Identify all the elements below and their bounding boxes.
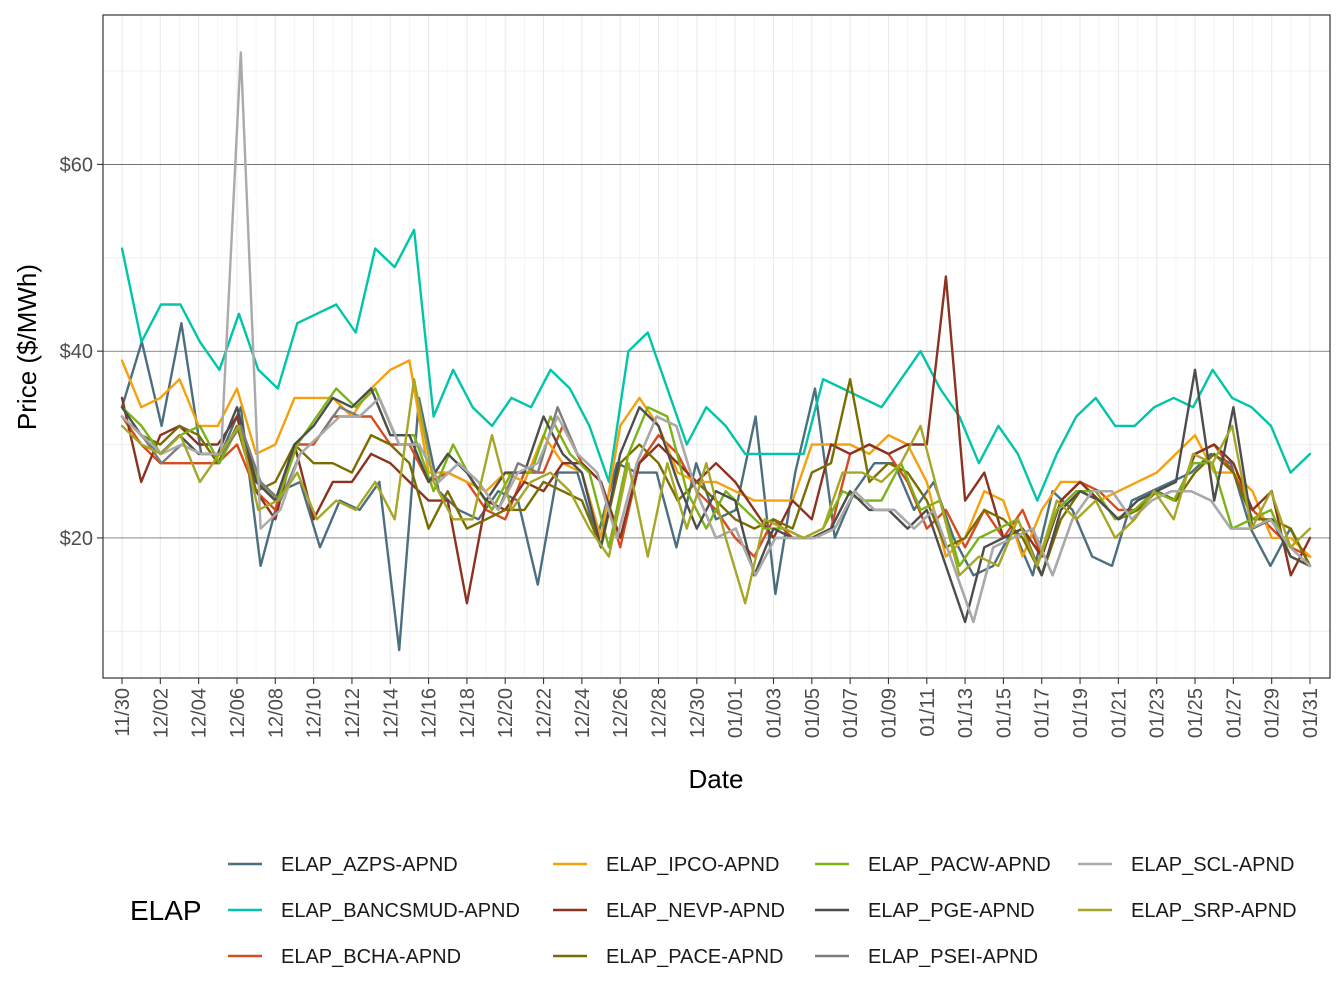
legend-label: ELAP_SCL-APND	[1131, 854, 1294, 876]
series-line	[120, 322, 1312, 652]
legend-label: ELAP_AZPS-APND	[281, 854, 458, 876]
x-tick-label: 01/11	[917, 688, 939, 737]
x-tick-label: 01/07	[840, 688, 862, 738]
legend-label: ELAP_SRP-APND	[1131, 900, 1297, 922]
plot-panel-border	[102, 14, 1331, 679]
x-axis-title: Date	[689, 764, 744, 794]
y-tick-label: $40	[60, 341, 93, 363]
legend-label: ELAP_PACW-APND	[868, 854, 1051, 876]
series-line	[120, 359, 1312, 558]
x-tick-label: 01/09	[878, 688, 900, 738]
x-tick-label: 01/23	[1147, 688, 1169, 738]
x-tick-label: 01/29	[1262, 688, 1284, 738]
y-tick-label: $20	[60, 528, 93, 550]
series-line	[120, 51, 1312, 624]
x-tick-label: 11/30	[112, 688, 134, 737]
x-tick-label: 01/13	[955, 688, 977, 738]
x-tick-label: 12/22	[534, 688, 556, 738]
legend-label: ELAP_BANCSMUD-APND	[281, 900, 520, 922]
legend-label: ELAP_IPCO-APND	[606, 854, 779, 876]
x-tick-label: 01/19	[1070, 688, 1092, 738]
x-tick-label: 01/27	[1223, 688, 1245, 738]
x-tick-label: 12/04	[189, 688, 211, 738]
x-tick-label: 01/01	[725, 688, 747, 738]
legend-label: ELAP_NEVP-APND	[606, 900, 785, 922]
x-tick-label: 01/31	[1300, 688, 1322, 738]
minor-grid	[103, 15, 1330, 678]
x-tick-label: 12/12	[342, 688, 364, 738]
x-axis: 11/30 12/02 12/04 12/06 12/08 12/10 12/12 12/14…	[112, 678, 1322, 738]
x-tick-label: 12/16	[419, 688, 441, 738]
y-axis: $20 $40 $60	[60, 154, 103, 550]
x-tick-label: 01/15	[993, 688, 1015, 738]
x-tick-label: 12/14	[380, 688, 402, 738]
x-tick-label: 12/08	[265, 688, 287, 738]
legend: ELAP ELAP_AZPS-APND ELAP_BANCSMUD-APND ELA…	[130, 854, 1297, 968]
y-axis-title: Price ($/MWh)	[12, 264, 42, 430]
x-tick-label: 12/28	[649, 688, 671, 738]
x-tick-label: 01/03	[763, 688, 785, 738]
y-tick-label: $60	[60, 154, 93, 176]
series-lines	[120, 51, 1312, 652]
x-tick-label: 12/10	[304, 688, 326, 738]
series-line	[120, 228, 1312, 502]
x-tick-label: 12/02	[150, 688, 172, 738]
x-tick-label: 12/26	[610, 688, 632, 738]
x-tick-label: 01/05	[802, 688, 824, 738]
x-tick-label: 12/20	[495, 688, 517, 738]
major-grid	[103, 15, 1330, 678]
x-tick-label: 01/21	[1108, 688, 1130, 738]
x-tick-label: 12/18	[457, 688, 479, 738]
legend-label: ELAP_PSEI-APND	[868, 946, 1038, 968]
x-tick-label: 01/25	[1185, 688, 1207, 738]
legend-label: ELAP_PACE-APND	[606, 946, 783, 968]
series-line	[120, 378, 1312, 605]
x-tick-label: 12/24	[572, 688, 594, 738]
legend-title: ELAP	[130, 895, 202, 926]
x-tick-label: 12/06	[227, 688, 249, 738]
x-tick-label: 01/17	[1032, 688, 1054, 738]
legend-label: ELAP_PGE-APND	[868, 900, 1035, 922]
legend-label: ELAP_BCHA-APND	[281, 946, 461, 968]
x-tick-label: 12/30	[687, 688, 709, 738]
series-line	[120, 368, 1312, 624]
